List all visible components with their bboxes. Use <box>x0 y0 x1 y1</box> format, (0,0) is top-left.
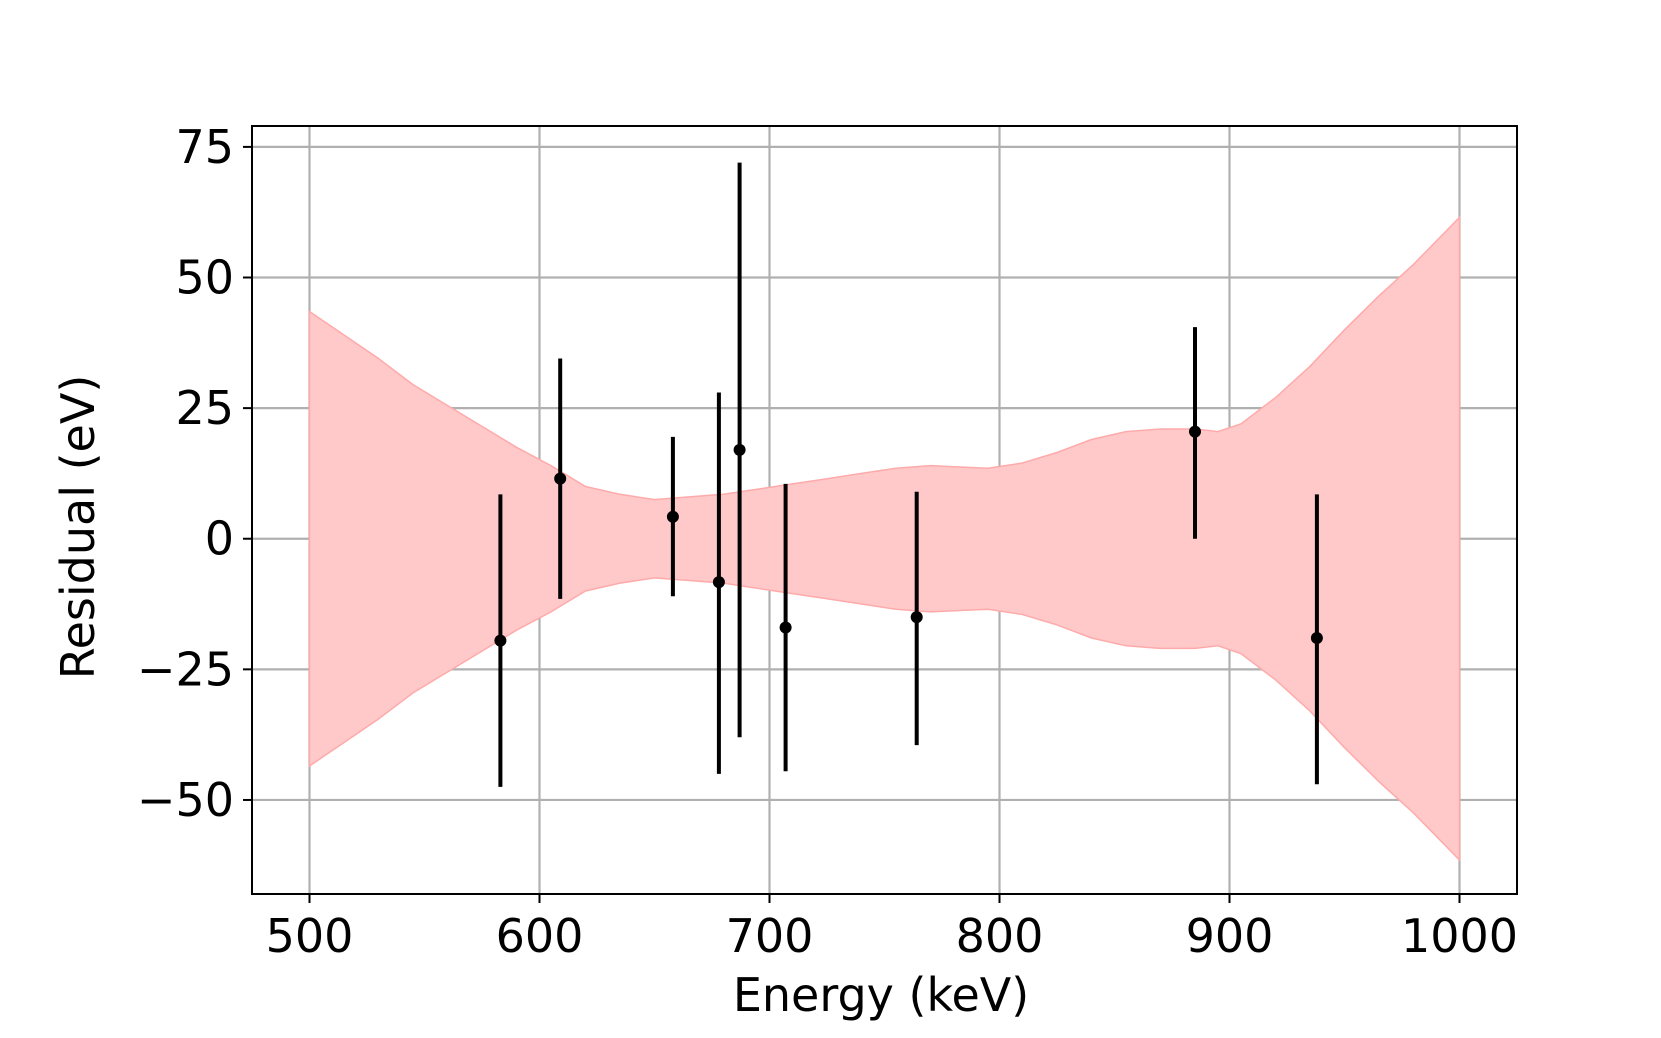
x-tick-label-1: 600 <box>496 909 584 963</box>
plot-frame <box>251 125 1518 895</box>
data-points <box>494 162 1323 787</box>
data-point-6 <box>910 611 923 624</box>
y-tick-label-3: 0 <box>205 512 234 566</box>
confidence-band <box>308 215 1461 862</box>
y-tick-label-5: −50 <box>137 773 234 827</box>
y-tick-label-4: −25 <box>137 642 234 696</box>
y-axis-ticks: 75 50 25 0 −25 −50 <box>137 120 252 827</box>
x-tick-label-5: 1000 <box>1401 909 1518 963</box>
data-point-4 <box>733 443 746 456</box>
x-tick-label-0: 500 <box>266 909 354 963</box>
data-point-5 <box>779 621 792 634</box>
data-point-1 <box>554 472 567 485</box>
y-tick-label-1: 50 <box>175 251 234 305</box>
data-point-2 <box>666 510 679 523</box>
data-point-7 <box>1189 425 1201 438</box>
x-tick-label-3: 800 <box>956 909 1044 963</box>
data-point-3 <box>712 576 725 589</box>
y-tick-label-2: 25 <box>175 381 234 435</box>
x-axis-ticks: 500 600 700 800 900 1000 <box>266 894 1518 963</box>
band-area <box>308 215 1461 862</box>
x-axis-label: Energy (keV) <box>733 968 1029 1022</box>
y-axis-label: Residual (eV) <box>51 375 105 680</box>
data-point-8 <box>1310 632 1323 644</box>
x-tick-label-4: 900 <box>1186 909 1274 963</box>
y-tick-label-0: 75 <box>175 120 234 174</box>
x-tick-label-2: 700 <box>726 909 814 963</box>
data-point-0 <box>494 634 507 647</box>
